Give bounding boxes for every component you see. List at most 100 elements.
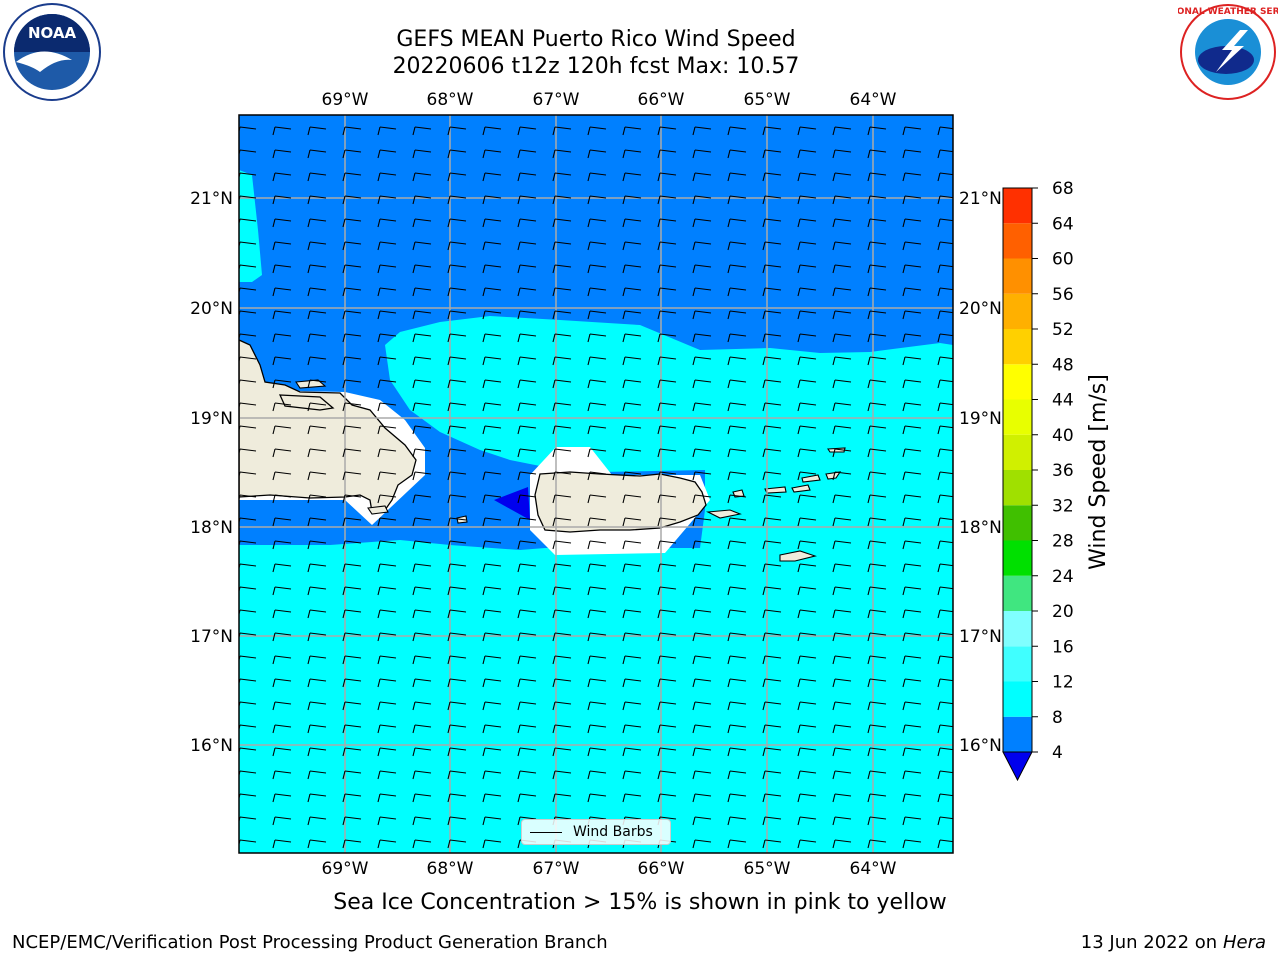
wind-barb: [587, 264, 607, 274]
wind-barb: [937, 770, 953, 780]
wind-barb: [832, 172, 852, 182]
wind-barb: [762, 793, 782, 803]
wind-barb: [447, 218, 467, 228]
latitude-label: 17°N: [190, 627, 233, 647]
wind-barb: [447, 287, 467, 297]
wind-barb: [762, 310, 782, 320]
wind-barb: [552, 517, 572, 527]
wind-barb: [902, 379, 922, 389]
wind-barb: [552, 149, 572, 159]
wind-barb: [482, 241, 502, 251]
wind-barb: [622, 264, 642, 274]
wind-barb: [657, 126, 677, 136]
latitude-label: 20°N: [959, 299, 1002, 319]
colorbar-label: Wind Speed [m/s]: [1086, 374, 1111, 570]
wind-barb: [937, 632, 953, 642]
wind-barb: [447, 310, 467, 320]
wind-barb: [307, 218, 327, 228]
wind-barb: [762, 333, 782, 343]
wind-barb: [552, 747, 572, 757]
wind-barb: [412, 517, 432, 527]
wind-barb: [727, 218, 747, 228]
wind-barb: [797, 126, 817, 136]
wind-barb: [622, 701, 642, 711]
wind-barb: [832, 770, 852, 780]
wind-barb: [902, 218, 922, 228]
land-st-croix: [779, 550, 817, 562]
wind-barb: [482, 264, 502, 274]
wind-barb: [307, 494, 327, 504]
wind-barb: [412, 540, 432, 550]
wind-barb: [307, 609, 327, 619]
wind-barb: [727, 701, 747, 711]
wind-barb: [587, 195, 607, 205]
wind-barb: [272, 379, 292, 389]
wind-barb: [692, 770, 712, 780]
wind-barb: [552, 379, 572, 389]
wind-barb: [832, 816, 852, 826]
colorbar-tick-label: 36: [1052, 461, 1074, 481]
legend-wind-barb-swatch: [530, 832, 562, 833]
longitude-label: 66°W: [638, 859, 685, 879]
wind-barb: [587, 149, 607, 159]
wind-barb: [517, 793, 537, 803]
wind-barb: [832, 701, 852, 711]
wind-barb: [412, 425, 432, 435]
wind-barb: [937, 793, 953, 803]
wind-barb: [272, 149, 292, 159]
colorbar-tick-label: 56: [1052, 285, 1074, 305]
wind-barb: [622, 563, 642, 573]
wind-barb: [552, 402, 572, 412]
wind-barb: [342, 793, 362, 803]
wind-barb: [622, 770, 642, 780]
wind-barb: [517, 310, 537, 320]
map-title: GEFS MEAN Puerto Rico Wind Speed: [396, 27, 796, 52]
wind-barb: [272, 402, 292, 412]
wind-barb: [622, 517, 642, 527]
wind-barb: [342, 471, 362, 481]
wind-barb: [377, 724, 397, 734]
wind-barb: [587, 678, 607, 688]
wind-barb: [447, 264, 467, 274]
map-frame: [238, 114, 954, 854]
wind-barb: [482, 517, 502, 527]
colorbar-segment: [1003, 258, 1032, 294]
wind-barb: [902, 655, 922, 665]
wind-barb: [587, 241, 607, 251]
wind-barb: [937, 494, 953, 504]
wind-barb: [867, 563, 887, 573]
wind-barb: [762, 586, 782, 596]
wind-barb: [797, 494, 817, 504]
wind-barb: [727, 448, 747, 458]
wind-barb: [797, 609, 817, 619]
wind-barb: [342, 701, 362, 711]
wind-barb: [832, 402, 852, 412]
wind-barb: [692, 471, 712, 481]
wind-barb: [307, 586, 327, 596]
wind-barb: [692, 655, 712, 665]
wind-barb: [587, 494, 607, 504]
wind-barb: [307, 655, 327, 665]
wind-barbs: [239, 126, 953, 849]
colorbar-segment: [1003, 188, 1032, 224]
wind-barb: [797, 172, 817, 182]
wind-barb: [902, 264, 922, 274]
wind-barb: [762, 379, 782, 389]
nws-logo: NATIONAL WEATHER SERVICE: [1178, 4, 1278, 100]
wind-barb: [517, 563, 537, 573]
land-anegada: [827, 447, 846, 453]
wind-barb: [272, 678, 292, 688]
wind-barb: [832, 839, 852, 849]
wind-barb: [342, 816, 362, 826]
wind-barb: [377, 264, 397, 274]
wind-barb: [692, 563, 712, 573]
wind-barb: [622, 356, 642, 366]
wind-barb: [307, 471, 327, 481]
wind-barb: [272, 770, 292, 780]
wind-barb: [727, 839, 747, 849]
wind-barb: [797, 517, 817, 527]
wind-barb: [692, 540, 712, 550]
wind-barb: [342, 218, 362, 228]
